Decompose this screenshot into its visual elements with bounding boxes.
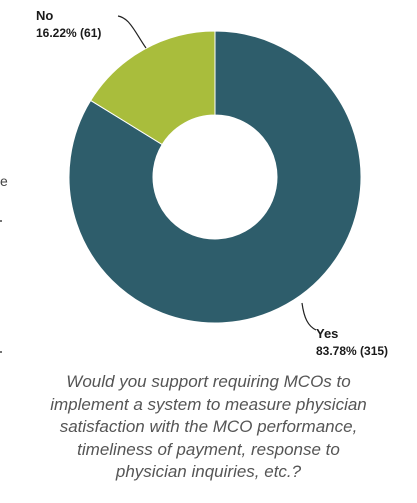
chart-caption: Would you support requiring MCOs to impl… [0, 371, 417, 484]
leader-lines [117, 15, 317, 331]
edge-glyph: e [0, 173, 8, 189]
slice-label-no: No 16.22% (61) [36, 8, 101, 40]
donut-chart: No 16.22% (61) Yes 83.78% (315) e [0, 8, 388, 358]
slice-label-no-value: 16.22% (61) [36, 26, 101, 40]
slice-yes [68, 30, 362, 324]
slice-label-no-name: No [36, 8, 53, 23]
caption-line: Would you support requiring MCOs to [66, 372, 351, 391]
leader-line-no [117, 15, 147, 49]
caption-line: timeliness of payment, response to [77, 439, 340, 459]
caption-line: satisfaction with the MCO performance, [59, 417, 358, 436]
slice-label-yes: Yes 83.78% (315) [316, 326, 388, 358]
donut-slices [68, 30, 362, 324]
caption-line: physician inquiries, etc.? [115, 462, 302, 481]
slice-label-yes-name: Yes [316, 326, 338, 341]
slice-no [89, 30, 216, 146]
caption-line: implement a system to measure physician [50, 394, 367, 414]
leader-line-yes [301, 302, 317, 331]
slice-label-yes-value: 83.78% (315) [316, 344, 388, 358]
